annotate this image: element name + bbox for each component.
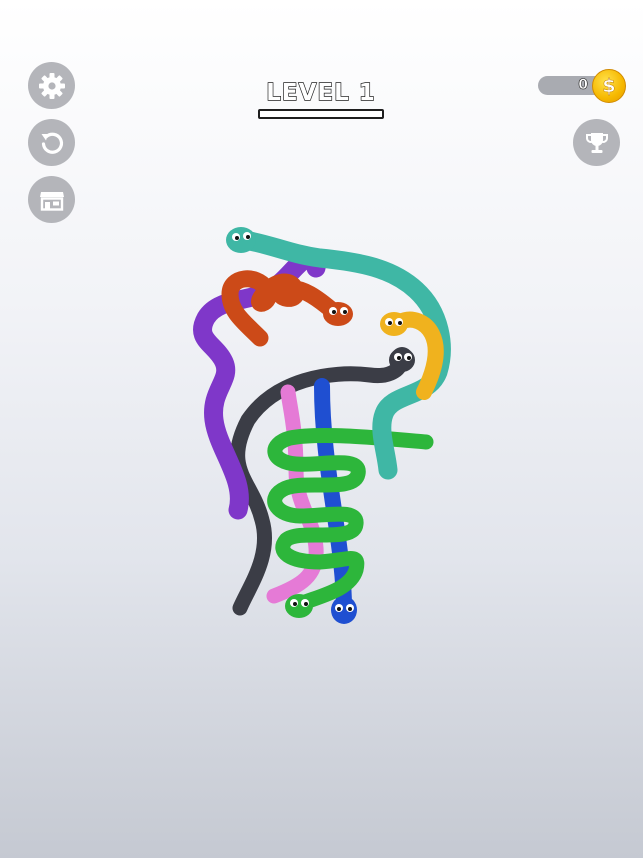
coin-count: 0 <box>578 77 588 94</box>
coin-pill <box>538 76 608 95</box>
coin-icon: $ <box>592 69 626 103</box>
shop-button[interactable] <box>28 176 75 223</box>
snake-orange[interactable] <box>221 270 353 347</box>
level-header: LEVEL 1 <box>258 79 384 119</box>
settings-button[interactable] <box>28 62 75 109</box>
level-title: LEVEL 1 <box>266 79 376 106</box>
gear-icon <box>38 72 65 99</box>
restart-button[interactable] <box>28 119 75 166</box>
restart-icon <box>41 132 63 154</box>
trophy-icon <box>585 132 608 153</box>
snake-teal[interactable] <box>226 227 451 480</box>
leaderboard-button[interactable] <box>573 119 620 166</box>
coin-counter: 0 $ <box>538 69 626 103</box>
shop-icon <box>39 191 64 211</box>
snake-black-head[interactable] <box>389 348 415 372</box>
level-progress-bar <box>258 109 384 119</box>
snake-yellow[interactable] <box>380 311 444 400</box>
